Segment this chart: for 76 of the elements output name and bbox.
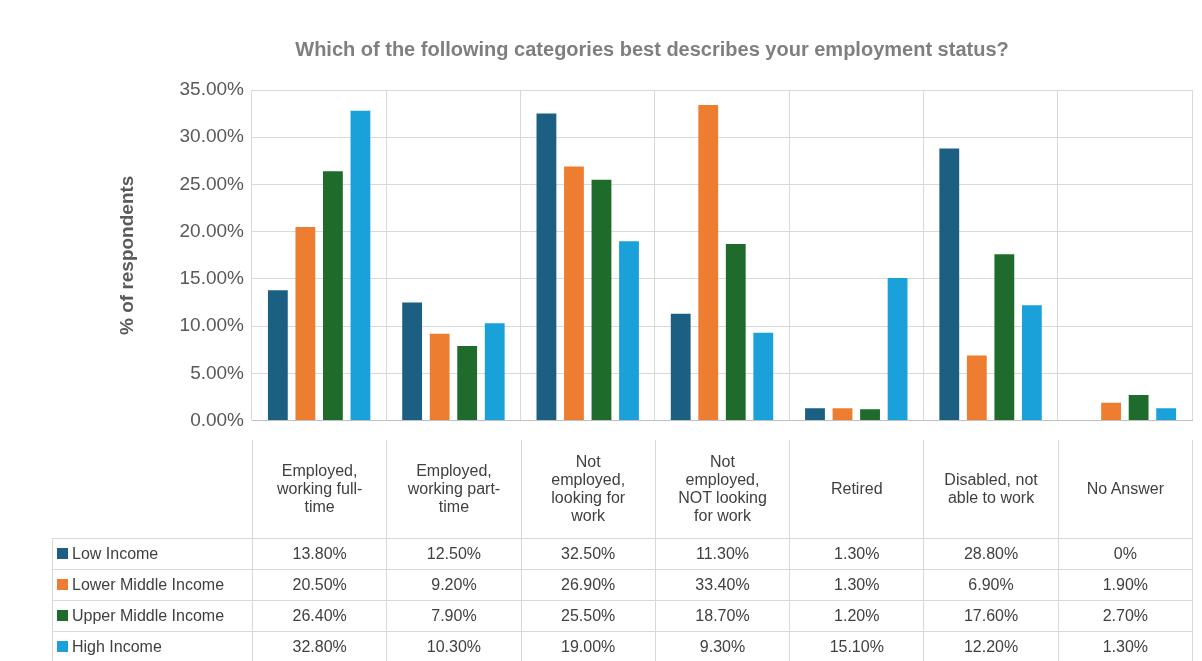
y-tick-label: 25.00% — [179, 172, 245, 194]
bar — [429, 333, 450, 421]
data-label: 15.10% — [789, 631, 924, 661]
bar — [753, 332, 774, 421]
bar — [860, 409, 880, 421]
data-label: 0% — [1058, 538, 1193, 569]
data-label: 32.80% — [252, 631, 387, 661]
data-label: 2.70% — [1058, 600, 1193, 631]
data-label: 1.30% — [789, 538, 924, 569]
legend-label: Upper Middle Income — [52, 600, 253, 631]
x-tick-label: Employed, working part-time — [386, 440, 522, 538]
data-label: 6.90% — [923, 569, 1059, 600]
legend-label: Lower Middle Income — [52, 569, 253, 600]
data-label: 10.30% — [386, 631, 522, 661]
data-label: 26.90% — [521, 569, 656, 600]
data-label: 18.70% — [655, 600, 790, 631]
data-label: 11.30% — [655, 538, 790, 569]
bar — [1021, 305, 1042, 421]
x-tick-label: Not employed, NOT looking for work — [655, 440, 790, 538]
bar — [1128, 395, 1149, 421]
x-tick-label: Employed, working full-time — [252, 440, 387, 538]
legend-label: High Income — [52, 631, 253, 661]
bar — [536, 113, 557, 421]
data-label: 12.20% — [923, 631, 1059, 661]
bar — [887, 277, 908, 421]
y-tick-label: 5.00% — [190, 361, 245, 383]
y-tick-label: 30.00% — [179, 125, 245, 147]
data-label: 1.90% — [1058, 569, 1193, 600]
data-label: 1.30% — [789, 569, 924, 600]
legend-label: Low Income — [52, 538, 253, 569]
bar — [457, 345, 478, 421]
bar — [295, 226, 316, 421]
bar — [832, 408, 853, 421]
data-label: 32.50% — [521, 538, 656, 569]
bar — [939, 148, 960, 421]
bar — [619, 241, 639, 421]
bar — [484, 323, 505, 421]
data-label: 9.20% — [386, 569, 522, 600]
bar — [591, 179, 612, 421]
data-label: 28.80% — [923, 538, 1059, 569]
chart-title: Which of the following categories best describes your employment status? — [295, 37, 1009, 60]
bar — [267, 290, 288, 421]
y-tick-label: 10.00% — [179, 314, 245, 336]
bar — [402, 302, 423, 421]
bar — [698, 105, 719, 421]
data-label: 19.00% — [521, 631, 656, 661]
data-label: 25.50% — [521, 600, 656, 631]
data-label: 1.30% — [1058, 631, 1193, 661]
bar — [994, 254, 1015, 421]
data-label: 9.30% — [655, 631, 790, 661]
bar — [564, 166, 584, 421]
data-label: 13.80% — [252, 538, 387, 569]
y-tick-label: 0.00% — [190, 408, 245, 430]
data-label: 1.20% — [789, 600, 924, 631]
bar — [1156, 408, 1177, 421]
bar — [805, 408, 825, 421]
y-axis-title: % of respondents — [115, 175, 137, 335]
x-tick-label: Retired — [789, 440, 924, 538]
x-tick-label: No Answer — [1058, 440, 1193, 538]
bar — [670, 313, 691, 421]
bar — [350, 110, 371, 421]
x-tick-label: Disabled, not able to work — [923, 440, 1059, 538]
data-label: 33.40% — [655, 569, 790, 600]
data-label: 26.40% — [252, 600, 387, 631]
y-tick-label: 15.00% — [179, 267, 245, 289]
bar — [323, 171, 343, 421]
y-tick-label: 35.00% — [179, 78, 245, 100]
data-label: 17.60% — [923, 600, 1059, 631]
data-label: 20.50% — [252, 569, 387, 600]
data-label: 7.90% — [386, 600, 522, 631]
bar — [725, 243, 746, 421]
data-label: 12.50% — [386, 538, 522, 569]
bar — [966, 355, 987, 421]
bar — [1101, 402, 1121, 421]
x-tick-label: Not employed, looking for work — [521, 440, 656, 538]
y-tick-label: 20.00% — [179, 219, 245, 241]
